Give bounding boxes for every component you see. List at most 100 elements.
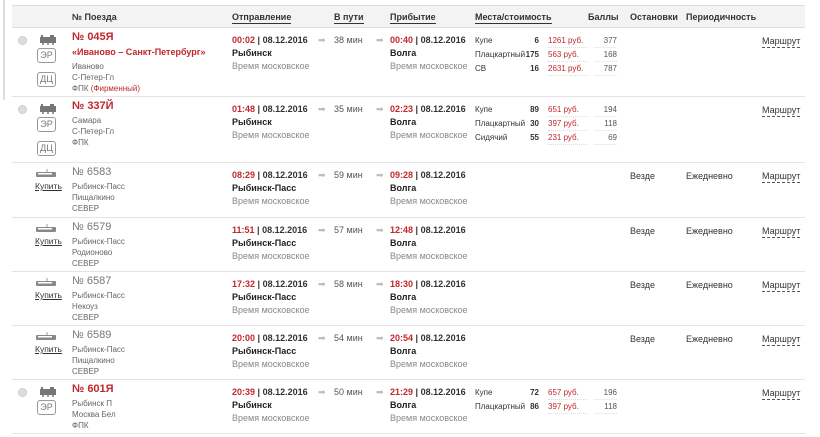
arrival-timezone: Время московское (390, 251, 468, 261)
travel-duration: 58 мин (334, 279, 363, 289)
departure-station: Рыбинск-Пасс (232, 292, 297, 302)
seat-price: 1261 руб. (548, 35, 588, 48)
departure-date: | 08.12.2016 (257, 170, 308, 180)
origin-station: Рыбинск П (72, 399, 113, 408)
arrow-right-icon: ➡ (376, 35, 384, 45)
train-number[interactable]: № 6587 (72, 275, 112, 287)
seat-class-row[interactable]: Купе 89 651 руб. (475, 104, 590, 118)
brand-label: (Фирменный) (90, 84, 141, 93)
arrival-time: 18:30 (390, 279, 414, 289)
seat-class: Купе (475, 388, 493, 397)
arrow-right-icon: ➡ (376, 225, 384, 235)
departure-station: Рыбинск-Пасс (232, 183, 297, 193)
train-row: ЭР № 601Я Рыбинск П Москва Бел ФПК Купе 72 657… (12, 380, 805, 434)
select-train-radio[interactable] (18, 36, 27, 45)
route-link[interactable]: Маршрут (762, 226, 801, 238)
seat-class-row[interactable]: Купе 72 657 руб. (475, 387, 590, 401)
arrival-date: | 08.12.2016 (415, 35, 466, 45)
seat-class: Сидячий (475, 133, 508, 142)
departure-date: | 08.12.2016 (257, 35, 308, 45)
route-link[interactable]: Маршрут (762, 171, 801, 183)
seat-price: 651 руб. (548, 104, 588, 117)
buy-link[interactable]: Купить (35, 236, 62, 246)
seat-price: 397 руб. (548, 401, 588, 414)
select-train-radio[interactable] (18, 105, 27, 114)
buy-link[interactable]: Купить (35, 344, 62, 354)
arrival-date: | 08.12.2016 (415, 387, 466, 397)
arrival-time: 21:29 (390, 387, 414, 397)
arrival-station: Волга (390, 48, 417, 58)
carrier: СЕВЕР (72, 259, 100, 268)
route-link[interactable]: Маршрут (762, 334, 801, 346)
departure-timezone: Время московское (232, 305, 310, 315)
stops-value: Везде (630, 280, 655, 290)
destination-station: С-Петер-Гл (72, 73, 115, 82)
seat-class-row[interactable]: Плацкартный 175 563 руб. (475, 49, 590, 63)
electric-train-icon (36, 332, 56, 340)
arrow-right-icon: ➡ (318, 279, 326, 289)
select-train-radio[interactable] (18, 388, 27, 397)
table-body: ЭР ДЦ № 045Я «Иваново – Санкт-Петербург» Ива… (12, 28, 805, 434)
departure-date: | 08.12.2016 (257, 279, 308, 289)
train-number[interactable]: № 6589 (72, 329, 112, 341)
col-seats-sort[interactable]: Места/стоимость (475, 12, 552, 24)
route-link[interactable]: Маршрут (762, 105, 801, 117)
electric-train-icon (36, 169, 56, 177)
seat-class: Плацкартный (475, 50, 526, 59)
seat-class-row[interactable]: Плацкартный 86 397 руб. (475, 401, 590, 415)
seat-class-row[interactable]: Плацкартный 30 397 руб. (475, 118, 590, 132)
departure-date: | 08.12.2016 (257, 333, 308, 343)
origin-station: Самара (72, 116, 102, 125)
col-duration-sort[interactable]: В пути (334, 12, 364, 24)
electric-train-icon (36, 278, 56, 286)
arrow-right-icon: ➡ (318, 35, 326, 45)
arrival-timezone: Время московское (390, 196, 468, 206)
carrier: СЕВЕР (72, 367, 100, 376)
carrier: СЕВЕР (72, 204, 100, 213)
er-badge: ЭР (37, 117, 56, 132)
route-link[interactable]: Маршрут (762, 280, 801, 292)
arrival-time: 09:28 (390, 170, 414, 180)
seat-class: Купе (475, 105, 493, 114)
departure-datetime: 20:39 | 08.12.2016 (232, 387, 308, 398)
arrival-date: | 08.12.2016 (415, 104, 466, 114)
route-link[interactable]: Маршрут (762, 36, 801, 48)
route-link[interactable]: Маршрут (762, 388, 801, 400)
buy-link[interactable]: Купить (35, 181, 62, 191)
arrival-timezone: Время московское (390, 305, 468, 315)
arrow-right-icon: ➡ (376, 387, 384, 397)
origin-station: Иваново (72, 62, 104, 71)
arrow-right-icon: ➡ (376, 170, 384, 180)
train-number[interactable]: № 337Й (72, 100, 114, 112)
arrival-datetime: 12:48 | 08.12.2016 (390, 225, 466, 236)
col-departure-sort[interactable]: Отправление (232, 12, 292, 24)
points-value: 194 (594, 104, 617, 117)
seat-class-row[interactable]: Купе 6 1261 руб. (475, 35, 590, 49)
departure-datetime: 00:02 | 08.12.2016 (232, 35, 308, 46)
arrival-timezone: Время московское (390, 130, 468, 140)
arrival-datetime: 21:29 | 08.12.2016 (390, 387, 466, 398)
train-number[interactable]: № 045Я (72, 31, 114, 43)
arrow-right-icon: ➡ (318, 170, 326, 180)
arrival-timezone: Время московское (390, 359, 468, 369)
train-number[interactable]: № 601Я (72, 383, 114, 395)
arrival-date: | 08.12.2016 (415, 225, 466, 235)
seat-class-row[interactable]: Сидячий 55 231 руб. (475, 132, 590, 146)
seat-price: 397 руб. (548, 118, 588, 131)
seat-class-row[interactable]: СВ 16 2631 руб. (475, 63, 590, 77)
destination-station: С-Петер-Гл (72, 127, 115, 136)
departure-station: Рыбинск (232, 400, 272, 410)
col-periodicity: Периодичность (686, 12, 757, 22)
origin-station: Рыбинск-Пасс (72, 291, 125, 300)
col-arrival-sort[interactable]: Прибытие (390, 12, 436, 24)
train-number[interactable]: № 6579 (72, 221, 112, 233)
departure-datetime: 01:48 | 08.12.2016 (232, 104, 308, 115)
seat-price: 2631 руб. (548, 63, 588, 76)
train-row: ЭР ДЦ № 045Я «Иваново – Санкт-Петербург» Ива… (12, 28, 805, 97)
arrival-station: Волга (390, 117, 417, 127)
arrow-right-icon: ➡ (318, 333, 326, 343)
train-number[interactable]: № 6583 (72, 166, 112, 178)
buy-link[interactable]: Купить (35, 290, 62, 300)
arrival-timezone: Время московское (390, 413, 468, 423)
er-badge: ЭР (37, 400, 56, 415)
